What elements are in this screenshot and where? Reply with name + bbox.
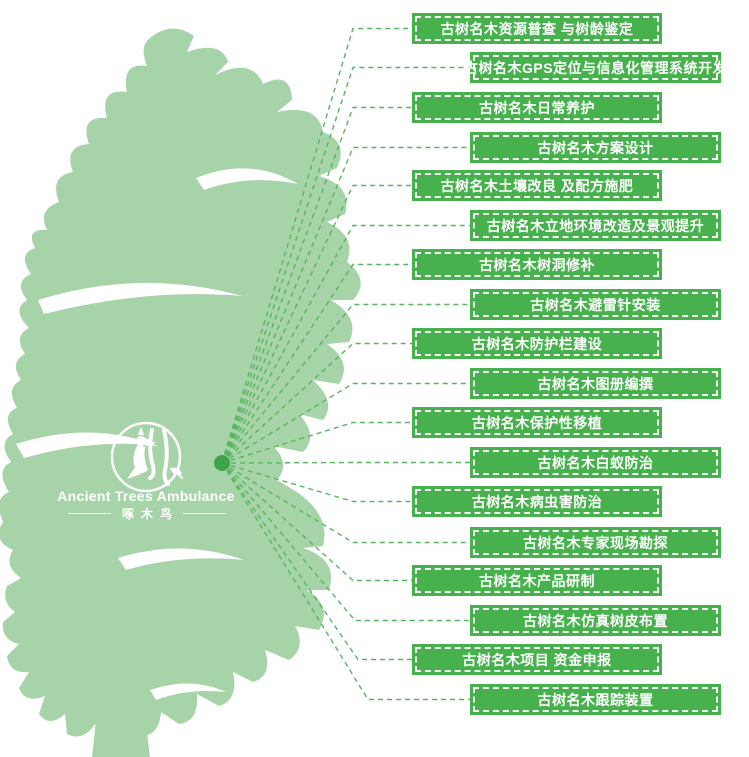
connector-line (221, 462, 412, 582)
connector-line (221, 462, 470, 622)
service-label: 古树名木日常养护 (479, 99, 595, 116)
connector-line (221, 342, 412, 464)
connector-line (221, 27, 412, 464)
service-label: 古树名木GPS定位与信息化管理系统开发 (463, 59, 728, 76)
service-banner-lightning-rod: 古树名木避雷针安装 (470, 289, 721, 320)
tree-trunk (86, 580, 154, 757)
service-label: 古树名木立地环境改造及景观提升 (486, 217, 705, 234)
logo-title: Ancient Trees Ambulance (57, 488, 235, 504)
connector-line (221, 382, 470, 464)
service-banner-plan-design: 古树名木方案设计 (470, 132, 721, 163)
logo-subtitle: 啄木鸟 (122, 507, 180, 521)
service-label: 古树名木白蚁防治 (537, 454, 654, 471)
service-label: 古树名木防护栏建设 (471, 335, 603, 352)
service-banner-funding-apply: 古树名木项目 资金申报 (412, 644, 662, 675)
connector-line (221, 66, 470, 464)
service-label: 古树名木方案设计 (537, 139, 654, 156)
connector-line (221, 462, 412, 661)
service-banner-daily-care: 古树名木日常养护 (412, 92, 662, 123)
service-label: 古树名木专家现场勘探 (523, 534, 668, 551)
service-banner-termite-control: 古树名木白蚁防治 (470, 447, 721, 478)
connector-line (221, 184, 412, 464)
connector-line (221, 263, 412, 464)
service-label: 古树名木土壤改良 及配方施肥 (440, 177, 634, 194)
service-label: 古树名木项目 资金申报 (462, 651, 612, 668)
convergence-dot (214, 455, 230, 471)
service-banner-guard-fence: 古树名木防护栏建设 (412, 328, 662, 359)
service-banner-product-develop: 古树名木产品研制 (412, 565, 662, 596)
service-label: 古树名木资源普查 与树龄鉴定 (440, 20, 634, 37)
connector-line (221, 462, 412, 503)
logo-mark (110, 421, 183, 493)
service-label: 古树名木仿真树皮布置 (523, 612, 668, 629)
service-banner-expert-survey: 古树名木专家现场勘探 (470, 527, 721, 558)
service-banner-hole-repair: 古树名木树洞修补 (412, 249, 662, 280)
connector-line (221, 462, 470, 701)
service-label: 古树名木树洞修补 (479, 256, 595, 273)
service-banner-site-environment: 古树名木立地环境改造及景观提升 (470, 210, 721, 241)
service-banner-faux-bark: 古树名木仿真树皮布置 (470, 605, 721, 636)
service-label: 古树名木避雷针安装 (530, 296, 661, 313)
service-label: 古树名木保护性移植 (471, 414, 603, 431)
logo-circle (110, 421, 182, 493)
connector-line (221, 106, 412, 464)
connector-line (221, 421, 412, 464)
connector-line (221, 303, 470, 464)
service-label: 古树名木跟踪装置 (537, 691, 654, 708)
canopy-gaps (16, 168, 298, 700)
service-banner-gps-system: 古树名木GPS定位与信息化管理系统开发 (464, 52, 727, 83)
service-label: 古树名木图册编撰 (537, 375, 654, 392)
service-label: 古树名木产品研制 (479, 572, 595, 589)
service-banner-protective-move: 古树名木保护性移植 (412, 407, 662, 438)
service-label: 古树名木病虫害防治 (471, 493, 603, 510)
logo-rule-right (183, 513, 227, 514)
tree-canopy-silhouette (0, 28, 361, 741)
connector-line (221, 462, 470, 544)
connector-line (221, 461, 470, 464)
service-banner-survey-age: 古树名木资源普查 与树龄鉴定 (412, 13, 662, 44)
woodpecker-icon (127, 427, 183, 486)
logo-rule-left (68, 513, 111, 514)
service-banner-soil-improve: 古树名木土壤改良 及配方施肥 (412, 170, 662, 201)
service-banner-tracking-device: 古树名木跟踪装置 (470, 684, 721, 715)
connector-line (221, 224, 470, 464)
service-banner-pest-control: 古树名木病虫害防治 (412, 486, 662, 517)
logo-subtitle-row: 啄木鸟 (68, 505, 227, 522)
service-banner-album-compile: 古树名木图册编撰 (470, 368, 721, 399)
